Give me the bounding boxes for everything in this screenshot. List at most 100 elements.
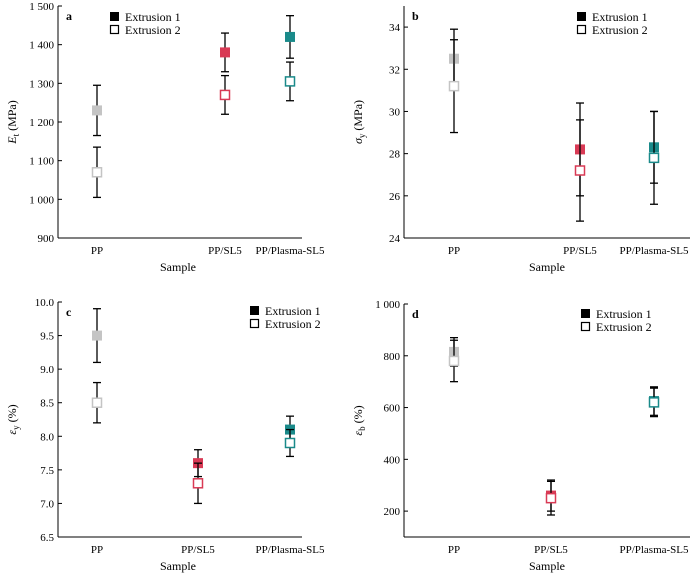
y-tick-label: 32 — [389, 64, 400, 76]
x-axis-title: Sample — [160, 559, 196, 573]
data-point — [93, 383, 102, 423]
x-tick-label: PP — [91, 544, 103, 556]
data-point — [650, 111, 659, 204]
panel-letter: a — [66, 9, 72, 23]
x-tick-label: PP/SL5 — [563, 245, 597, 257]
legend-marker-extrusion-2 — [582, 323, 590, 331]
y-axis-title: Et (MPa) — [5, 100, 21, 145]
x-tick-label: PP/Plasma-SL5 — [619, 245, 689, 257]
marker-open — [286, 439, 295, 448]
y-axis-title: εy (%) — [5, 404, 21, 434]
legend-marker-extrusion-2 — [111, 26, 119, 34]
legend-marker-extrusion-1 — [110, 12, 119, 21]
x-axis-title: Sample — [529, 260, 565, 274]
y-tick-label: 800 — [384, 351, 401, 363]
data-point — [93, 147, 102, 197]
marker-open — [650, 153, 659, 162]
y-tick-label: 1 300 — [29, 78, 54, 90]
legend-label-extrusion-2: Extrusion 2 — [596, 320, 652, 334]
y-tick-label: 34 — [389, 22, 401, 34]
legend-label-extrusion-2: Extrusion 2 — [592, 23, 648, 37]
y-tick-label: 6.5 — [40, 532, 54, 544]
data-point — [450, 40, 459, 133]
y-tick-label: 1 100 — [29, 156, 54, 168]
y-tick-label: 1 000 — [375, 299, 400, 311]
marker-open — [650, 398, 659, 407]
y-tick-label: 1 500 — [29, 1, 54, 13]
y-tick-label: 28 — [389, 149, 401, 161]
y-tick-label: 400 — [384, 454, 401, 466]
data-point — [194, 463, 203, 503]
data-point — [220, 33, 230, 72]
marker-open — [450, 82, 459, 91]
y-tick-label: 9.5 — [40, 331, 54, 343]
legend-marker-extrusion-2 — [578, 26, 586, 34]
data-point — [92, 85, 102, 135]
x-tick-label: PP — [91, 245, 103, 257]
x-tick-label: PP — [448, 245, 460, 257]
legend-marker-extrusion-2 — [251, 320, 259, 328]
x-tick-label: PP/Plasma-SL5 — [255, 245, 325, 257]
y-tick-label: 8.0 — [40, 431, 54, 443]
marker-open — [576, 166, 585, 175]
panel-a: 900 1 000 1 100 1 200 1 300 1 400 1 500 PP PP/SL… — [5, 1, 325, 274]
marker-filled — [285, 32, 295, 42]
marker-open — [194, 479, 203, 488]
y-tick-label: 8.5 — [40, 398, 54, 410]
legend-marker-extrusion-1 — [577, 12, 586, 21]
data-point — [547, 481, 556, 515]
panel-d: 200 400 600 800 1 000 PP PP/SL5 PP/Plasma-SL5 Sa… — [351, 299, 690, 573]
y-tick-label: 9.0 — [40, 364, 54, 376]
y-axis-title: εb (%) — [351, 405, 367, 435]
marker-filled — [92, 105, 102, 115]
x-tick-label: PP/Plasma-SL5 — [255, 544, 325, 556]
y-tick-label: 10.0 — [35, 297, 55, 309]
marker-open — [286, 77, 295, 86]
legend-label-extrusion-1: Extrusion 1 — [125, 10, 181, 24]
marker-open — [547, 494, 556, 503]
data-point — [285, 16, 295, 59]
y-tick-label: 1 200 — [29, 117, 54, 129]
y-tick-label: 1 400 — [29, 40, 54, 52]
x-tick-label: PP — [448, 544, 460, 556]
x-axis-title: Sample — [529, 559, 565, 573]
y-tick-label: 26 — [389, 191, 401, 203]
data-point — [450, 340, 459, 381]
y-tick-label: 600 — [384, 403, 401, 415]
legend-label-extrusion-1: Extrusion 1 — [596, 307, 652, 321]
data-point — [576, 120, 585, 221]
legend-label-extrusion-1: Extrusion 1 — [265, 304, 321, 318]
panel-letter: b — [412, 9, 419, 23]
y-tick-label: 200 — [384, 506, 401, 518]
x-tick-label: PP/SL5 — [208, 245, 242, 257]
panel-b: 24 26 28 30 32 34 PP PP/SL5 PP/Plasma-SL5 Sample σ… — [351, 6, 690, 274]
y-tick-label: 1 000 — [29, 194, 54, 206]
x-tick-label: PP/SL5 — [181, 544, 215, 556]
panel-letter: c — [66, 305, 72, 319]
data-point — [650, 388, 659, 416]
legend-marker-extrusion-1 — [581, 309, 590, 318]
x-tick-label: PP/SL5 — [534, 544, 568, 556]
marker-open — [93, 168, 102, 177]
legend-label-extrusion-1: Extrusion 1 — [592, 10, 648, 24]
data-point — [286, 62, 295, 101]
marker-open — [450, 356, 459, 365]
data-point — [221, 76, 230, 115]
y-tick-label: 7.5 — [40, 465, 54, 477]
marker-open — [221, 90, 230, 99]
y-tick-label: 30 — [389, 106, 401, 118]
legend-marker-extrusion-1 — [250, 306, 259, 315]
x-axis-title: Sample — [160, 260, 196, 274]
panel-letter: d — [412, 307, 419, 321]
y-axis-title: σy (MPa) — [351, 100, 367, 144]
legend-label-extrusion-2: Extrusion 2 — [265, 317, 321, 331]
figure-canvas: 9001 0001 1001 2001 3001 4001 500PP PP/SL… — [0, 0, 700, 577]
marker-filled — [92, 331, 102, 341]
legend-label-extrusion-2: Extrusion 2 — [125, 23, 181, 37]
panel-c: 6.5 7.0 7.5 8.0 8.5 9.0 9.5 10.0 PP PP/SL5 PP/Plas… — [5, 297, 325, 573]
y-tick-label: 7.0 — [40, 498, 54, 510]
